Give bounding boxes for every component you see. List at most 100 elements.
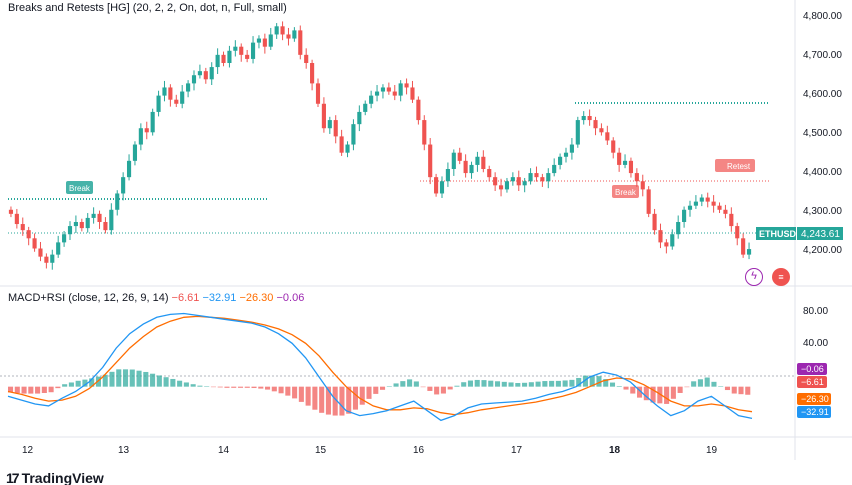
histogram-bar — [494, 381, 501, 387]
candle-body — [180, 91, 185, 104]
candle-body — [126, 160, 132, 178]
candle-body — [304, 54, 309, 63]
histogram-bar — [718, 386, 724, 387]
macd-value-2: −32.91 — [202, 292, 237, 304]
candle-body — [67, 226, 73, 235]
histogram-bar — [8, 386, 14, 393]
candle-body — [705, 197, 710, 202]
histogram-bar — [427, 386, 433, 391]
lightning-icon[interactable]: ϟ — [745, 268, 763, 286]
histogram-bar — [630, 386, 636, 394]
candle-body — [250, 42, 256, 59]
histogram-bar — [55, 386, 61, 389]
candle-body — [298, 30, 303, 55]
histogram-bar — [305, 386, 311, 406]
candle-body — [274, 26, 279, 35]
time-tick: 17 — [511, 445, 523, 456]
histogram-bar — [555, 380, 561, 387]
histogram-bar — [75, 380, 81, 387]
candle-body — [44, 256, 49, 263]
histogram-bar — [258, 386, 264, 389]
price-tick: 4,800.00 — [803, 11, 842, 22]
candle-body — [20, 224, 25, 231]
macd-tick: 40.00 — [803, 338, 828, 349]
candle-body — [682, 209, 687, 222]
macd-badge-3: −26.30 — [801, 394, 829, 404]
histogram-bar — [704, 377, 710, 387]
histogram-bar — [102, 374, 108, 387]
histogram-bar — [420, 386, 426, 388]
histogram-bar — [312, 386, 318, 410]
time-tick: 15 — [315, 445, 327, 456]
current-price-badge: ETHUSD 4,243.61 — [756, 227, 843, 240]
candle-body — [410, 87, 415, 100]
macd-tick: 80.00 — [803, 306, 828, 317]
histogram-bar — [434, 386, 440, 395]
histogram-bar — [319, 386, 325, 413]
histogram-bar — [136, 370, 142, 387]
price-axis: 4,800.00 4,700.00 4,600.00 4,500.00 4,40… — [803, 11, 842, 256]
histogram-bar — [237, 386, 244, 388]
candle-body — [168, 87, 173, 100]
histogram-bar — [589, 375, 595, 387]
time-axis: 12 13 14 15 16 17 18 19 — [22, 445, 718, 456]
histogram-bar — [393, 383, 399, 387]
candle-body — [203, 71, 208, 80]
candle-body — [439, 181, 445, 194]
macd-title: MACD+RSI (close, 12, 26, 9, 14) — [8, 292, 169, 304]
candle-body — [221, 54, 226, 63]
candle-body — [463, 160, 468, 174]
candle-body — [622, 160, 628, 165]
price-tick: 4,600.00 — [803, 89, 842, 100]
histogram-bar — [271, 386, 277, 392]
tradingview-logo[interactable]: 17 TradingView — [6, 470, 104, 485]
histogram-bar — [129, 369, 135, 387]
candle-body — [215, 54, 220, 68]
macd-axis: 80.00 40.00 — [803, 306, 828, 349]
histogram-bar — [596, 376, 602, 387]
histogram-bar — [150, 373, 156, 387]
histogram-bar — [163, 377, 169, 387]
candle-body — [457, 152, 462, 161]
candle-body — [79, 222, 84, 229]
histogram-bar — [684, 386, 690, 388]
candle-body — [534, 173, 539, 178]
candle-body — [333, 120, 338, 137]
histogram-bar — [643, 386, 649, 401]
candle-body — [209, 67, 214, 80]
histogram-bar — [677, 386, 683, 393]
histogram-bar — [28, 386, 34, 394]
candle-body — [593, 120, 598, 129]
histogram-bar — [210, 386, 216, 388]
macd-badge-2: −6.61 — [801, 377, 824, 387]
histogram-bar — [697, 379, 703, 387]
histogram-bar — [183, 382, 189, 387]
candle-body — [540, 177, 545, 182]
candle-body — [132, 144, 138, 161]
candle-body — [640, 181, 645, 190]
candle-body — [699, 197, 704, 202]
time-tick: 12 — [22, 445, 34, 456]
flag-icon[interactable]: ≡ — [772, 268, 790, 286]
histogram-bar — [14, 386, 20, 394]
histogram-bar — [738, 386, 744, 395]
histogram-bar — [549, 380, 555, 387]
candle-body — [493, 177, 498, 186]
candle-body — [611, 140, 616, 153]
candle-body — [735, 226, 740, 239]
histogram-bar — [217, 386, 223, 388]
histogram-bar — [562, 380, 568, 387]
current-price-label: 4,243.61 — [801, 229, 840, 240]
candle-body — [292, 30, 297, 39]
histogram-bar — [664, 386, 670, 404]
macd-value-1: −6.61 — [171, 292, 200, 304]
histogram-bar — [346, 386, 352, 414]
candle-body — [351, 124, 356, 145]
candle-body — [522, 181, 527, 186]
candle-body — [398, 83, 403, 96]
candle-body — [174, 99, 179, 104]
candle-body — [115, 193, 120, 210]
candle-body — [121, 177, 126, 194]
